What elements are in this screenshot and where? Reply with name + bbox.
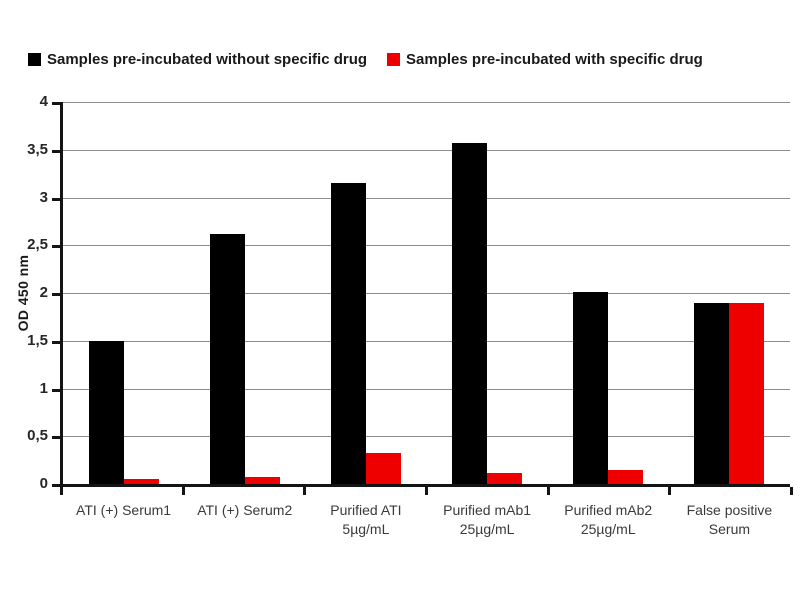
x-label-line: 5µg/mL	[342, 521, 390, 537]
bar-without-drug-5	[573, 292, 609, 485]
gridline-2	[63, 293, 790, 294]
x-label-line: False positive	[686, 502, 773, 518]
plot-area	[63, 102, 790, 485]
bar-without-drug-3	[330, 183, 366, 485]
gridline-2,5	[63, 245, 790, 247]
x-axis-line	[60, 484, 790, 487]
y-tick-label-1,5: 1,5	[27, 331, 48, 349]
x-label-line: 25µg/mL	[580, 521, 636, 537]
x-tick-2	[303, 487, 307, 495]
y-tick-3,5	[52, 149, 60, 153]
bar-with-drug-4	[487, 472, 523, 485]
bar-without-drug-1	[88, 340, 124, 485]
y-tick-label-3: 3	[39, 188, 48, 206]
legend-label-with-drug: Samples pre-incubated with specific drug	[406, 51, 703, 68]
x-label-line: Purified mAb1	[443, 502, 532, 518]
x-label-3: Purified ATI 5µg/mL	[305, 501, 426, 539]
gridline-3	[63, 197, 790, 199]
x-label-1: ATI (+) Serum1	[63, 501, 184, 520]
bar-without-drug-2	[209, 233, 245, 485]
bar-group-6	[669, 103, 790, 485]
x-label-line: 25µg/mL	[459, 521, 515, 537]
y-tick-label-2,5: 2,5	[27, 236, 48, 254]
y-tick-label-2: 2	[39, 284, 48, 301]
legend-swatch-red-icon	[387, 53, 401, 66]
bar-without-drug-4	[452, 143, 488, 485]
x-label-line: Purified ATI	[330, 502, 402, 518]
x-label-4: Purified mAb1 25µg/mL	[427, 501, 548, 539]
x-label-line: ATI (+) Serum1	[76, 502, 172, 518]
y-axis-line	[60, 102, 63, 487]
legend: Samples pre-incubated without specific d…	[28, 51, 703, 68]
gridline-3,5	[63, 149, 790, 151]
bar-with-drug-5	[608, 469, 644, 485]
bar-group-2	[184, 103, 305, 485]
bar-group-1	[63, 103, 184, 485]
y-tick-1	[52, 388, 60, 392]
x-label-line: ATI (+) Serum2	[197, 502, 293, 518]
x-tick-1	[181, 487, 185, 495]
gridline-0,5	[63, 436, 790, 438]
y-tick-label-0,5: 0,5	[27, 427, 48, 445]
bar-with-drug-6	[729, 302, 765, 485]
y-tick-label-0: 0	[39, 475, 48, 492]
bar-with-drug-1	[123, 479, 159, 485]
y-tick-2,5	[52, 245, 60, 249]
bar-group-3	[305, 103, 426, 485]
x-label-line: Serum	[708, 521, 751, 537]
y-tick-0,5	[52, 436, 60, 440]
bar-group-4	[427, 103, 548, 485]
bar-with-drug-3	[365, 452, 401, 485]
x-label-6: False positive Serum	[669, 501, 790, 539]
y-tick-3	[52, 197, 60, 201]
gridline-1	[63, 388, 790, 390]
bar-with-drug-2	[244, 477, 280, 485]
y-tick-2	[52, 293, 60, 296]
y-tick-label-4: 4	[39, 93, 48, 110]
x-tick-3	[425, 487, 428, 495]
y-tick-label-3,5: 3,5	[27, 140, 48, 158]
x-tick-5	[668, 487, 672, 495]
x-label-2: ATI (+) Serum2	[184, 501, 305, 520]
y-tick-1,5	[52, 340, 60, 344]
gridline-1,5	[63, 340, 790, 342]
y-tick-0	[52, 484, 60, 487]
legend-swatch-black-icon	[28, 53, 41, 66]
legend-item-with-drug: Samples pre-incubated with specific drug	[387, 51, 703, 68]
x-label-5: Purified mAb2 25µg/mL	[548, 501, 669, 539]
y-tick-label-1: 1	[39, 379, 48, 397]
gridline-4	[63, 102, 790, 103]
y-tick-4	[52, 102, 60, 105]
x-tick-0	[60, 487, 63, 495]
x-tick-4	[546, 487, 550, 495]
x-tick-6	[790, 487, 793, 495]
legend-item-without-drug: Samples pre-incubated without specific d…	[28, 51, 367, 68]
bar-without-drug-6	[694, 302, 730, 485]
legend-label-without-drug: Samples pre-incubated without specific d…	[47, 51, 368, 68]
bar-group-5	[548, 103, 669, 485]
x-label-line: Purified mAb2	[564, 502, 653, 518]
